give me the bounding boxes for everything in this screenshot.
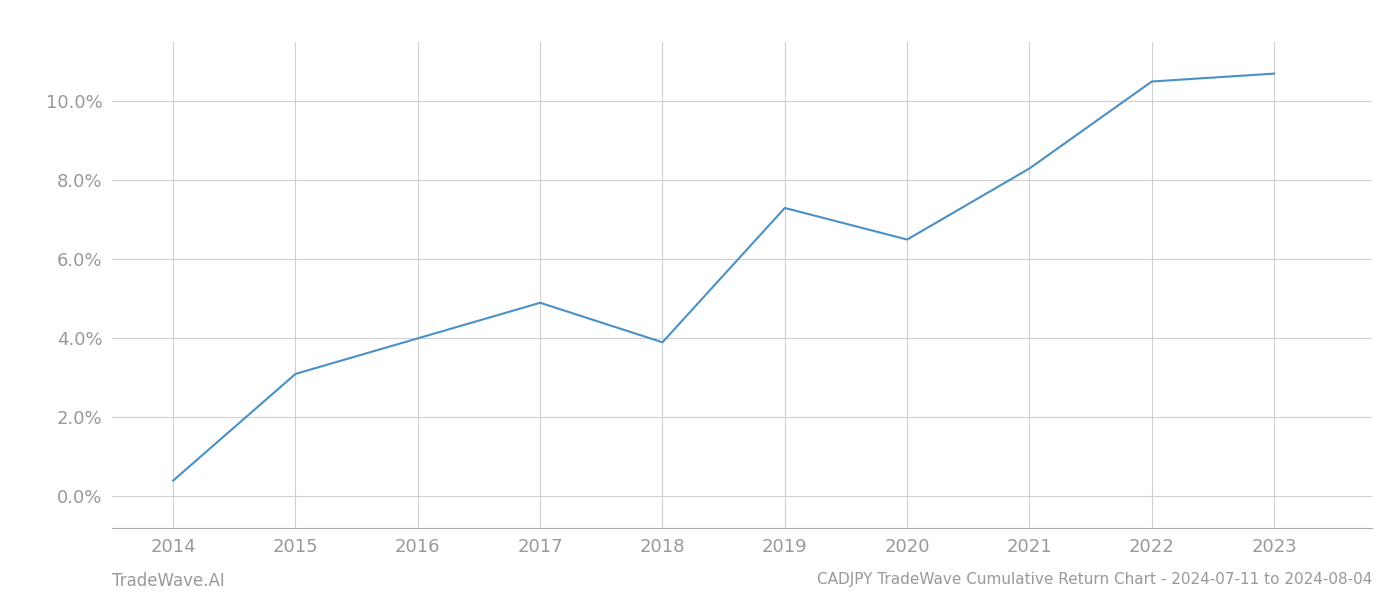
Text: CADJPY TradeWave Cumulative Return Chart - 2024-07-11 to 2024-08-04: CADJPY TradeWave Cumulative Return Chart… [816, 572, 1372, 587]
Text: TradeWave.AI: TradeWave.AI [112, 572, 225, 590]
